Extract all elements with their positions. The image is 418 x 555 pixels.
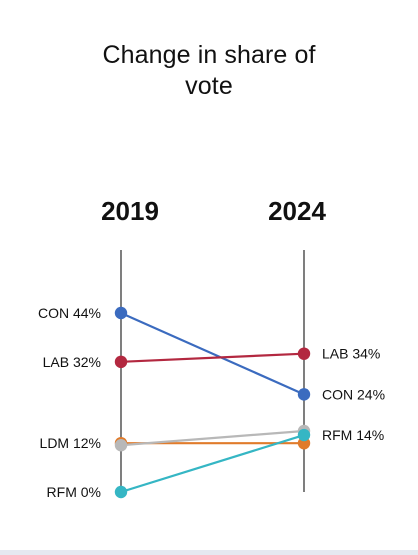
chart-title-line-1: Change in share of	[102, 41, 316, 69]
point-lab-2024	[297, 347, 311, 360]
series-points-layer	[114, 306, 311, 499]
point-lab-2019	[114, 355, 128, 369]
series-line-con	[119, 311, 306, 396]
chart-title: Change in share of vote	[0, 40, 418, 102]
axes-layer	[120, 250, 305, 492]
year-label-2024: 2024	[268, 196, 326, 226]
point-rfm-2019	[114, 485, 128, 499]
point-label-rfm-2024: RFM 14%	[322, 427, 384, 443]
point-grn-2019	[114, 439, 128, 452]
point-label-rfm-2019: RFM 0%	[47, 484, 101, 500]
point-label-lab-2019: LAB 32%	[43, 354, 101, 370]
labels-layer: 2019 2024 CON 44% CON 24% LAB 32% LAB 34% LDM …	[38, 196, 385, 500]
series-line-rfm	[119, 433, 306, 494]
point-label-con-2024: CON 24%	[322, 386, 385, 402]
chart-title-line-2: vote	[185, 72, 233, 100]
bottom-rule	[0, 550, 418, 555]
point-label-lab-2024: LAB 34%	[322, 346, 380, 362]
point-label-con-2019: CON 44%	[38, 305, 101, 321]
point-con-2019	[114, 306, 128, 320]
year-label-2019: 2019	[101, 196, 159, 226]
point-con-2024	[297, 388, 311, 401]
point-rfm-2024	[297, 428, 311, 442]
series-line-grn	[119, 429, 306, 447]
series-line-lab	[119, 352, 306, 363]
point-label-ldm-2019: LDM 12%	[40, 435, 101, 451]
series-lines-layer	[119, 311, 306, 494]
